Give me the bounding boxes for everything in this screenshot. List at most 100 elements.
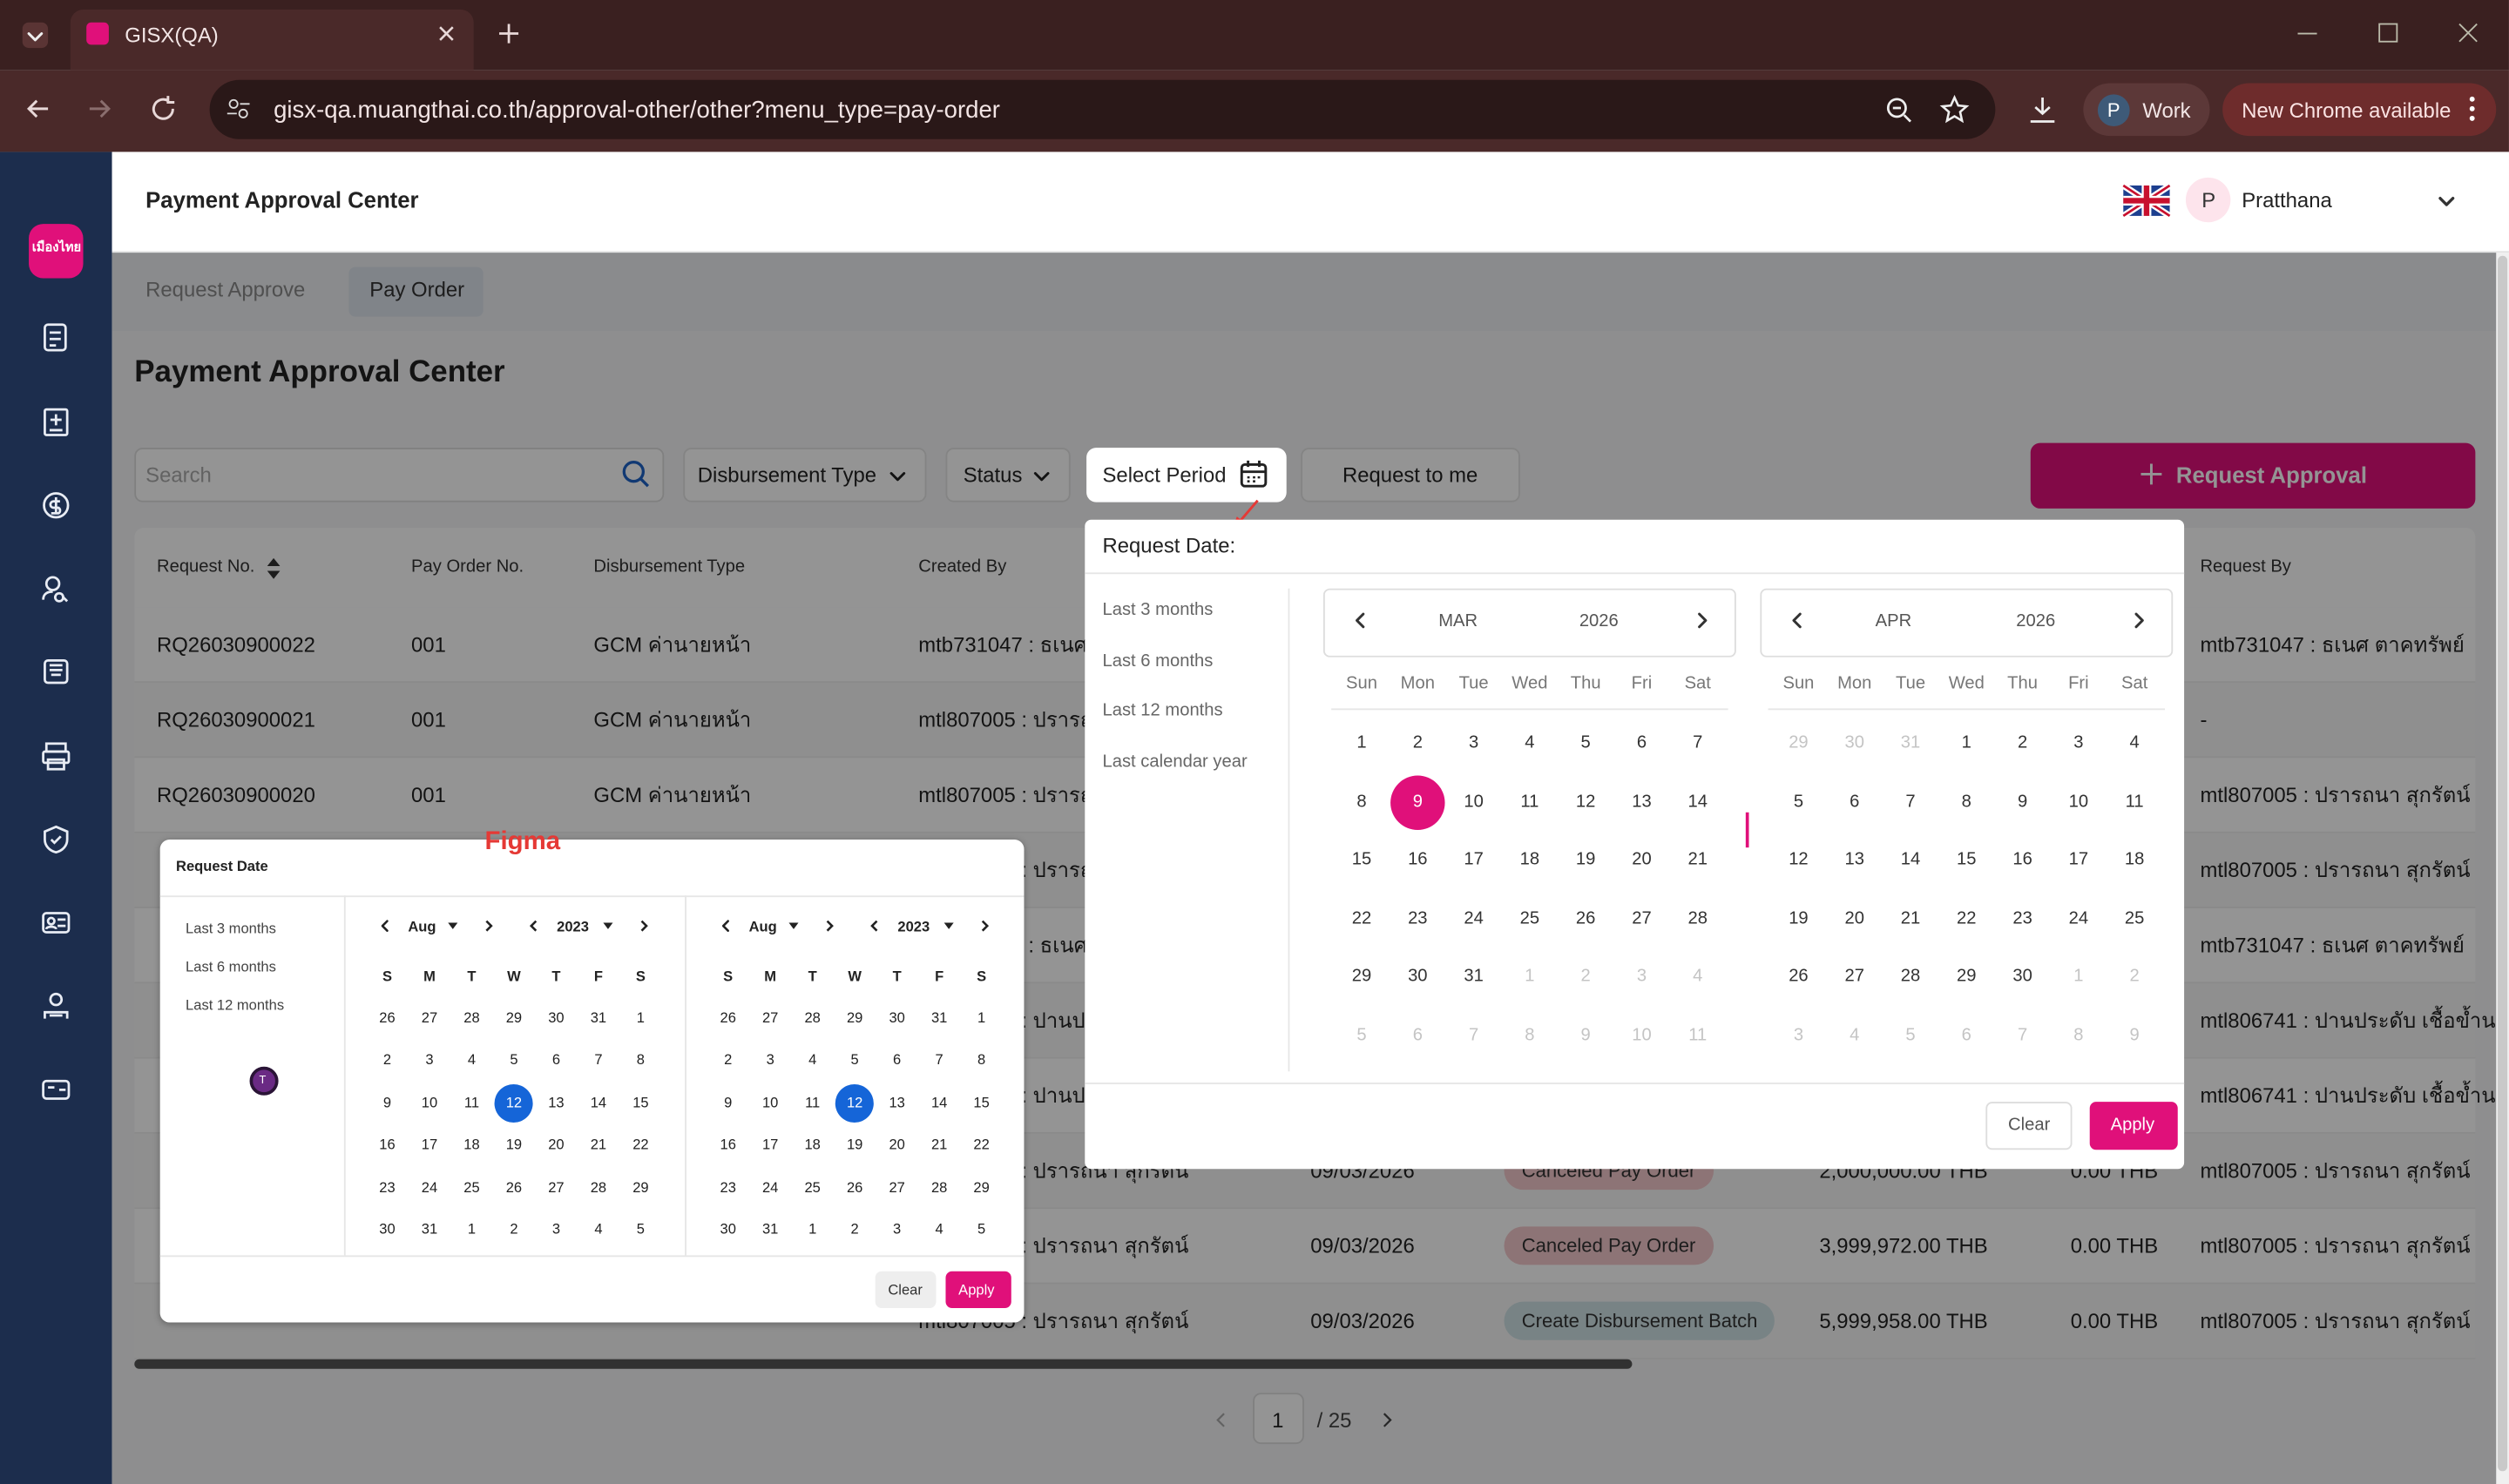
day-cell[interactable]: 10 [2068, 792, 2089, 812]
day-cell[interactable]: 19 [1789, 908, 1809, 928]
active-tab[interactable] [70, 10, 474, 71]
day-cell[interactable]: 6 [551, 1052, 561, 1069]
day-cell[interactable]: 10 [1464, 792, 1484, 812]
day-cell[interactable]: 5 [850, 1052, 859, 1069]
day-cell[interactable]: 13 [1632, 792, 1652, 812]
day-cell[interactable]: 3 [1793, 1025, 1804, 1045]
day-cell[interactable]: 4 [1850, 1025, 1860, 1045]
day-cell[interactable]: 14 [1687, 792, 1708, 812]
day-cell[interactable]: 25 [2124, 908, 2145, 928]
preset-option[interactable]: Last calendar year [1102, 752, 1248, 772]
sort-icon[interactable] [267, 557, 281, 579]
next-page[interactable] [1383, 1413, 1392, 1427]
day-cell[interactable]: 7 [1905, 792, 1916, 812]
day-cell[interactable]: 4 [808, 1052, 817, 1069]
day-cell[interactable]: 26 [846, 1178, 863, 1195]
uk-flag[interactable] [2121, 182, 2172, 219]
update-pill[interactable] [2222, 83, 2497, 137]
month-name[interactable]: Aug [748, 918, 777, 935]
day-cell[interactable]: 20 [1632, 850, 1652, 870]
day-cell[interactable]: 24 [761, 1178, 779, 1195]
sidebar-icon[interactable] [42, 658, 71, 686]
day-cell[interactable]: 26 [505, 1178, 523, 1195]
day-cell[interactable]: 2 [2129, 967, 2140, 987]
day-cell[interactable]: 28 [930, 1178, 948, 1195]
day-cell[interactable]: 22 [1957, 908, 1977, 928]
next-year[interactable] [981, 920, 991, 933]
day-cell[interactable]: 29 [1789, 732, 1809, 752]
sidebar-icon[interactable] [42, 323, 71, 352]
day-cell[interactable]: 29 [632, 1178, 649, 1195]
preset-option[interactable]: Last 6 months [1102, 651, 1214, 671]
day-cell[interactable]: 1 [636, 1009, 646, 1026]
year-name[interactable]: 2026 [2016, 611, 2056, 631]
day-cell[interactable]: 12 [846, 1094, 863, 1110]
request-approval-button[interactable] [2030, 442, 2476, 509]
day-cell[interactable]: 11 [2125, 792, 2144, 812]
day-cell[interactable]: 31 [761, 1220, 779, 1238]
day-cell[interactable]: 18 [2124, 850, 2145, 870]
day-cell[interactable]: 5 [977, 1220, 986, 1238]
search-box[interactable] [134, 448, 665, 503]
day-cell[interactable]: 25 [1519, 908, 1540, 928]
new-tab[interactable] [499, 24, 519, 44]
day-cell[interactable]: 8 [2073, 1025, 2084, 1045]
day-cell[interactable]: 9 [1412, 792, 1423, 812]
day-cell[interactable]: 26 [1789, 967, 1809, 987]
day-cell[interactable]: 4 [594, 1220, 603, 1238]
day-cell[interactable]: 13 [1844, 850, 1864, 870]
day-cell[interactable]: 31 [1464, 967, 1484, 987]
day-cell[interactable]: 20 [548, 1136, 565, 1153]
day-cell[interactable]: 1 [808, 1220, 817, 1238]
user-menu[interactable] [2438, 195, 2455, 208]
day-cell[interactable]: 1 [2073, 967, 2084, 987]
day-cell[interactable]: 10 [421, 1094, 438, 1110]
filter-button[interactable] [1301, 448, 1520, 503]
day-cell[interactable]: 27 [1844, 967, 1864, 987]
filter-button[interactable] [945, 448, 1071, 503]
day-cell[interactable]: 18 [463, 1136, 480, 1153]
sidebar-icon[interactable] [42, 825, 71, 854]
day-cell[interactable]: 21 [930, 1136, 948, 1153]
day-cell[interactable]: 17 [421, 1136, 438, 1153]
day-cell[interactable]: 5 [510, 1052, 518, 1069]
day-cell[interactable]: 1 [467, 1220, 477, 1238]
day-cell[interactable]: 29 [505, 1009, 523, 1026]
day-cell[interactable]: 26 [379, 1009, 396, 1026]
day-cell[interactable]: 30 [720, 1220, 736, 1238]
day-cell[interactable]: 7 [1468, 1025, 1479, 1045]
day-cell[interactable]: 11 [805, 1094, 821, 1110]
day-cell[interactable]: 19 [1575, 850, 1596, 870]
day-cell[interactable]: 18 [804, 1136, 821, 1153]
day-cell[interactable]: 20 [889, 1136, 905, 1153]
page-box[interactable] [1253, 1393, 1304, 1445]
day-cell[interactable]: 28 [590, 1178, 607, 1195]
day-cell[interactable]: 9 [2129, 1025, 2140, 1045]
day-cell[interactable]: 9 [382, 1094, 392, 1110]
day-cell[interactable]: 9 [724, 1094, 733, 1110]
preset-option[interactable]: Last 3 months [1102, 600, 1214, 620]
day-cell[interactable]: 1 [1961, 732, 1971, 752]
year-name[interactable]: 2023 [557, 918, 589, 935]
day-cell[interactable]: 10 [761, 1094, 779, 1110]
menu-dots[interactable] [2469, 96, 2475, 121]
tab-title[interactable]: GISX(QA) [125, 23, 219, 48]
day-cell[interactable]: 11 [1688, 1025, 1708, 1045]
day-cell[interactable]: 5 [1580, 732, 1591, 752]
day-cell[interactable]: 15 [973, 1094, 990, 1110]
month-name[interactable]: APR [1875, 611, 1912, 631]
day-cell[interactable]: 18 [1519, 850, 1540, 870]
day-cell[interactable]: 7 [1693, 732, 1703, 752]
day-cell[interactable]: 21 [1900, 908, 1921, 928]
bookmark-star[interactable] [1939, 94, 1970, 124]
year-name[interactable]: 2026 [1579, 611, 1619, 631]
day-cell[interactable]: 17 [761, 1136, 779, 1153]
day-cell[interactable]: 7 [935, 1052, 943, 1069]
day-cell[interactable]: 27 [548, 1178, 565, 1195]
day-cell[interactable]: 12 [1789, 850, 1809, 870]
day-cell[interactable]: 14 [1900, 850, 1921, 870]
prev-year[interactable] [528, 920, 538, 933]
day-cell[interactable]: 6 [893, 1052, 902, 1069]
day-cell[interactable]: 20 [1844, 908, 1864, 928]
day-cell[interactable]: 4 [1693, 967, 1703, 987]
